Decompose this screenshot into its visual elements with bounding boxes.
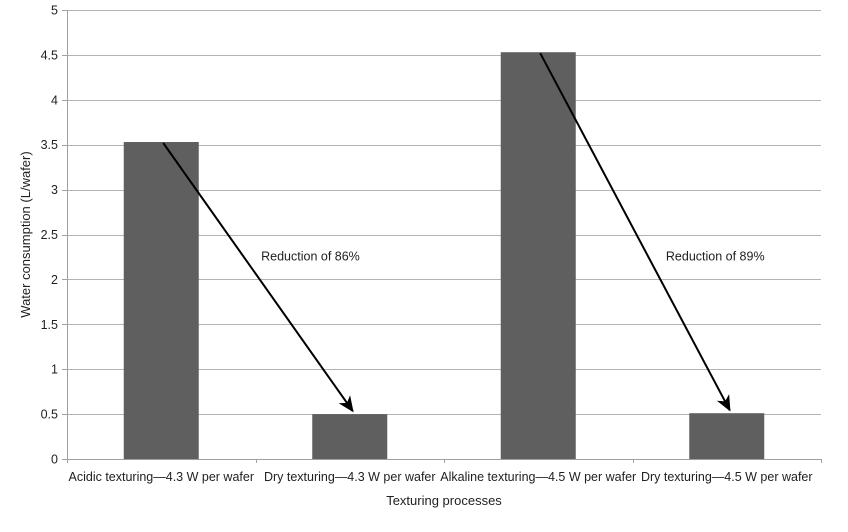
y-tick-label: 3 (51, 183, 58, 197)
y-tick-label: 0.5 (41, 408, 58, 422)
y-tick-label: 2 (51, 273, 58, 287)
y-tick-label: 5 (51, 4, 58, 18)
bar-4 (689, 413, 765, 459)
reduction-arrow (162, 142, 354, 413)
x-axis-title: Texturing processes (386, 493, 502, 508)
y-tick-label: 0 (51, 453, 58, 467)
reduction-annotation: Reduction of 89% (666, 250, 765, 264)
y-tick-label: 1 (51, 363, 58, 377)
y-tick-label: 2.5 (41, 228, 58, 242)
y-tick-label: 4.5 (41, 48, 58, 62)
y-tick-label: 1.5 (41, 318, 58, 332)
bar-1 (123, 142, 199, 460)
x-category-label: Alkaline texturing—4.5 W per wafer (440, 470, 636, 484)
x-category-label: Dry texturing—4.5 W per wafer (641, 470, 813, 484)
reduction-annotation: Reduction of 86% (261, 250, 360, 264)
y-axis-title: Water consumption (L/wafer) (18, 151, 33, 318)
bar-3 (500, 52, 576, 460)
bar-2 (312, 414, 388, 459)
reduction-arrow (539, 52, 731, 412)
y-tick-label: 4 (51, 93, 58, 107)
y-tick-label: 3.5 (41, 138, 58, 152)
x-category-label: Dry texturing—4.3 W per wafer (264, 470, 436, 484)
x-category-label: Acidic texturing—4.3 W per wafer (69, 470, 255, 484)
